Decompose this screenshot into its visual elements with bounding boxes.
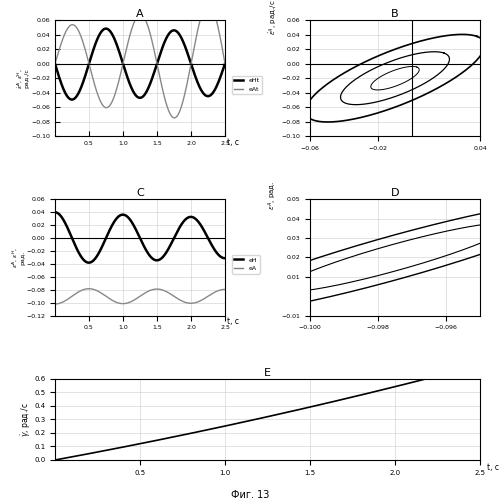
Legend: eHt, eAt: eHt, eAt: [232, 76, 262, 94]
X-axis label: t, с: t, с: [228, 317, 239, 326]
Y-axis label: $\dot{\varepsilon}^A$, рад./с: $\dot{\varepsilon}^A$, рад./с: [268, 0, 280, 36]
Title: A: A: [136, 9, 144, 19]
Text: Фиг. 13: Фиг. 13: [231, 490, 269, 500]
Title: E: E: [264, 368, 271, 378]
Y-axis label: $\varepsilon^A$, $\varepsilon^H$,
рад.: $\varepsilon^A$, $\varepsilon^H$, рад.: [10, 247, 25, 268]
Title: B: B: [391, 9, 399, 19]
Y-axis label: $\varepsilon^A$, рад.: $\varepsilon^A$, рад.: [267, 181, 280, 210]
X-axis label: t, с: t, с: [487, 464, 499, 472]
Y-axis label: $\dot{\gamma}$, рад./с: $\dot{\gamma}$, рад./с: [19, 402, 32, 436]
Legend: eH, eA: eH, eA: [232, 255, 260, 274]
Title: C: C: [136, 188, 144, 198]
Y-axis label: $\dot{\varepsilon}^A$, $\dot{\varepsilon}^H$,
рад./с: $\dot{\varepsilon}^A$, $\dot{\varepsilon…: [15, 68, 30, 88]
Title: D: D: [391, 188, 399, 198]
X-axis label: t, с: t, с: [228, 138, 239, 146]
